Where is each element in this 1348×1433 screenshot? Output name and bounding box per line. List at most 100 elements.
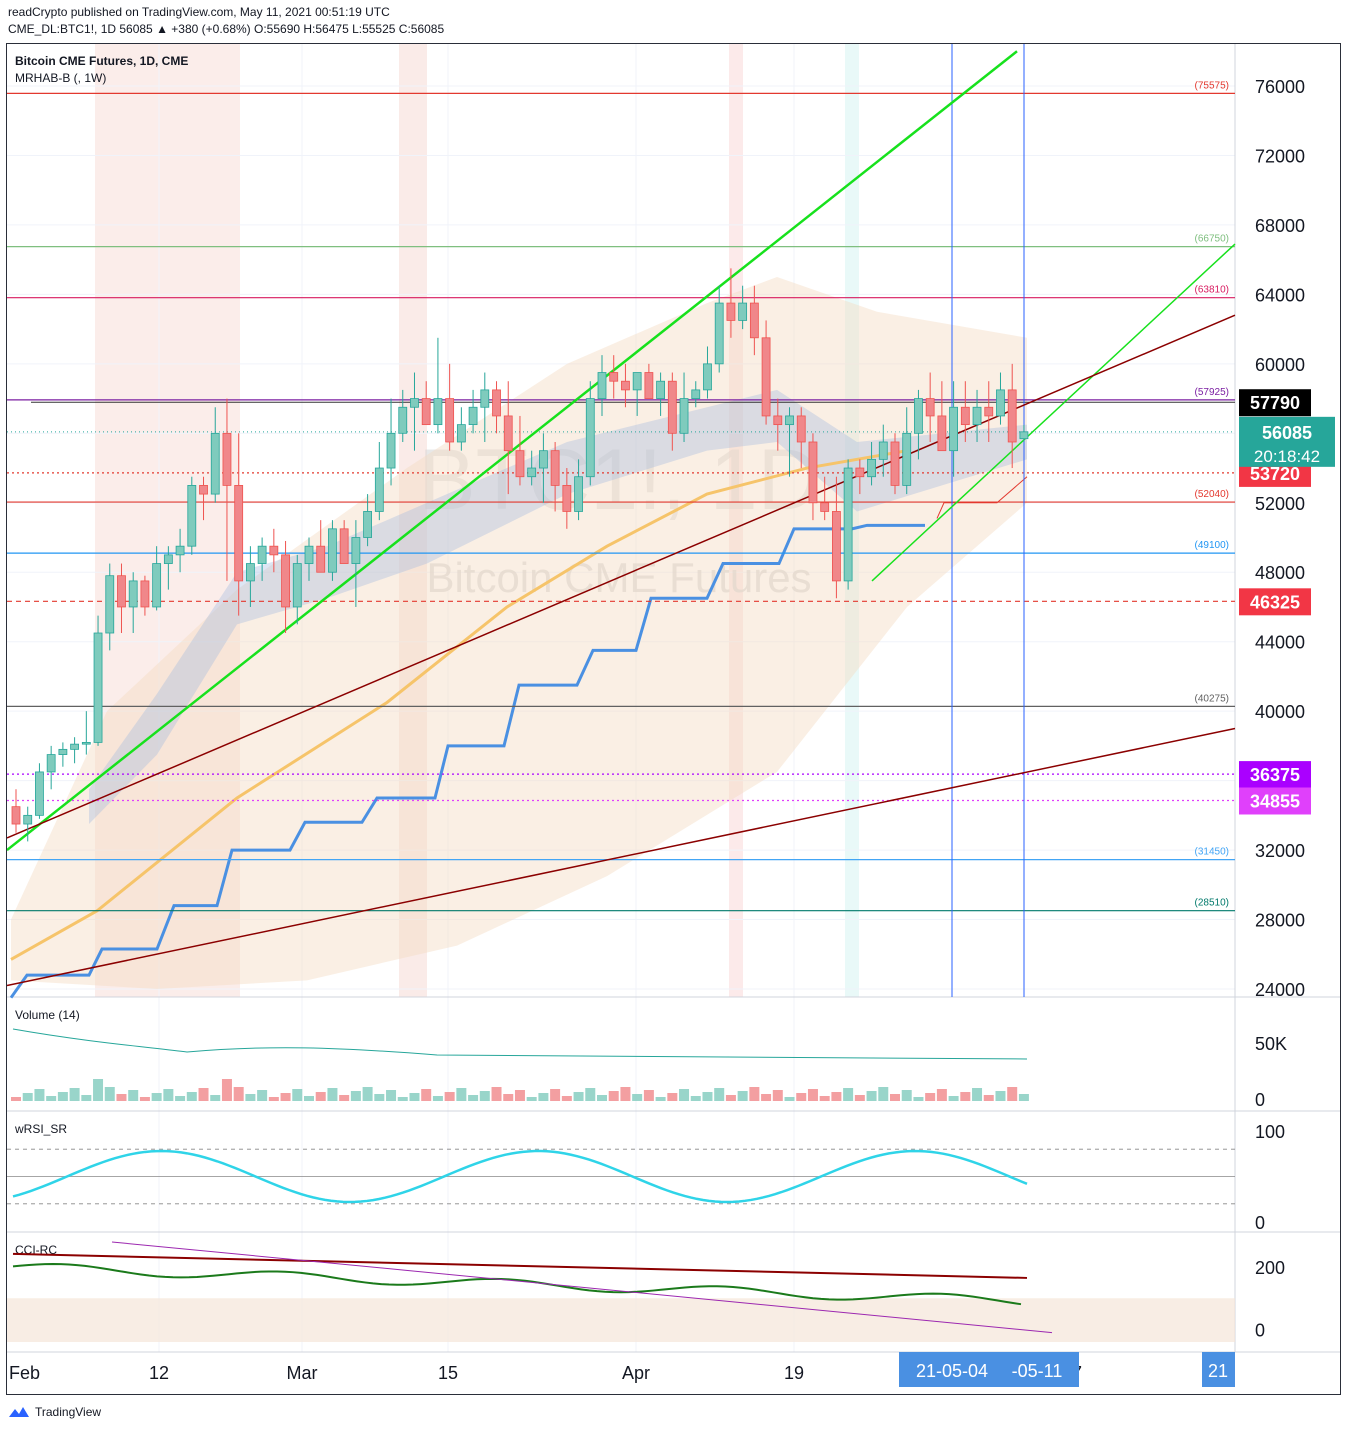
candle — [808, 433, 818, 521]
candle — [820, 476, 830, 521]
candle-body — [773, 415, 783, 426]
price-tick-label: 24000 — [1255, 980, 1305, 1000]
candle — [609, 355, 619, 399]
candle — [175, 528, 185, 573]
volume-bar — [1018, 1094, 1029, 1101]
candle — [855, 459, 865, 495]
candle — [58, 742, 68, 767]
candle — [738, 285, 748, 330]
candle — [925, 372, 935, 442]
pane-title-rsi: wRSI_SR — [14, 1122, 67, 1136]
price-level-label: (49100) — [1195, 540, 1229, 551]
volume-bar — [479, 1091, 490, 1101]
candle-body — [703, 363, 712, 391]
tradingview-logo-icon — [9, 1407, 29, 1417]
price-tag-label: 36375 — [1250, 765, 1300, 785]
price-tick-label: 40000 — [1255, 702, 1305, 722]
candle — [187, 476, 197, 555]
candle-body — [843, 467, 853, 582]
price-level-label: (75575) — [1195, 80, 1229, 91]
time-tick-label: Mar — [287, 1363, 318, 1383]
last-price-tag — [1239, 416, 1335, 467]
chart-svg[interactable]: BTC1!, 1D Bitcoin CME Futures (75575)(66… — [6, 44, 1340, 1394]
volume-bar — [503, 1094, 514, 1101]
volume-bar — [655, 1097, 666, 1101]
candle-body — [210, 432, 220, 495]
volume-bar — [409, 1093, 420, 1101]
last-price-label: 56085 — [1262, 423, 1312, 443]
volume-bar — [374, 1094, 385, 1101]
candle — [433, 337, 443, 434]
tradingview-footer[interactable]: TradingView — [8, 1405, 101, 1419]
candle-body — [374, 467, 384, 512]
time-tick-label: Feb — [9, 1363, 40, 1383]
candle-body — [867, 458, 876, 478]
candle-body — [925, 398, 935, 417]
candle-body — [878, 441, 888, 460]
price-tag — [1239, 787, 1311, 815]
volume-bar — [866, 1091, 877, 1101]
volume-bar — [995, 1091, 1006, 1101]
candle-body — [679, 398, 689, 434]
volume-bar — [913, 1097, 924, 1101]
candle — [316, 520, 326, 573]
candle-body — [562, 485, 572, 512]
candle — [644, 363, 654, 399]
price-tick-label: 76000 — [1255, 77, 1305, 97]
candle-body — [515, 450, 525, 478]
candle-body — [585, 398, 595, 478]
volume-bar — [702, 1092, 713, 1101]
volume-bar — [948, 1096, 959, 1101]
candle-body — [410, 398, 419, 408]
candle-body — [304, 545, 314, 564]
volume-bar — [843, 1088, 854, 1101]
price-level-label: (57925) — [1195, 387, 1229, 398]
price-tag — [1239, 761, 1311, 789]
candle-body — [550, 450, 560, 486]
volume-bar — [444, 1092, 455, 1101]
candle-body — [234, 485, 244, 582]
candle — [328, 520, 337, 581]
candle — [843, 459, 853, 590]
candle — [421, 381, 431, 426]
volume-bar — [526, 1097, 537, 1101]
candle — [117, 563, 126, 634]
trailing-stop-line — [936, 476, 1028, 519]
cci-trend-line — [12, 1252, 1028, 1279]
candle-body — [140, 580, 150, 608]
candle — [222, 398, 232, 581]
volume-bar — [456, 1088, 467, 1101]
candle — [667, 372, 677, 451]
candle — [257, 537, 267, 581]
candle — [199, 476, 208, 521]
watermark-symbol: BTC1!, 1D — [418, 432, 819, 528]
candle-body — [281, 554, 290, 608]
candle — [503, 381, 513, 495]
candle — [550, 441, 560, 512]
highlight-band — [95, 44, 240, 997]
volume-bar — [514, 1090, 525, 1101]
volume-bar — [643, 1090, 654, 1101]
candle — [691, 381, 701, 408]
volume-bar — [761, 1094, 772, 1101]
chart-frame[interactable]: BTC1!, 1D Bitcoin CME Futures (75575)(66… — [6, 43, 1341, 1395]
rsi-line — [12, 1149, 1028, 1204]
time-tick-label: Apr — [622, 1363, 650, 1383]
candle-body — [292, 563, 302, 608]
candle-body — [35, 771, 44, 816]
candle-body — [58, 748, 68, 755]
volume-bar — [245, 1094, 256, 1101]
volume-bar — [468, 1095, 479, 1101]
candle — [1007, 363, 1017, 469]
candle-body — [269, 545, 279, 556]
rsi-tick-label: 0 — [1255, 1213, 1265, 1233]
price-tick-label: 44000 — [1255, 633, 1305, 653]
date-cursor-label: 21-05-04 — [916, 1361, 988, 1381]
volume-bar — [667, 1093, 678, 1101]
candle-body — [808, 441, 818, 504]
volume-tick-label: 50K — [1255, 1034, 1287, 1054]
symbol-ohlc: CME_DL:BTC1!, 1D 56085 ▲ +380 (+0.68%) O… — [8, 22, 445, 36]
candle — [679, 372, 689, 442]
volume-bar — [561, 1096, 572, 1101]
candle-body — [11, 806, 21, 825]
